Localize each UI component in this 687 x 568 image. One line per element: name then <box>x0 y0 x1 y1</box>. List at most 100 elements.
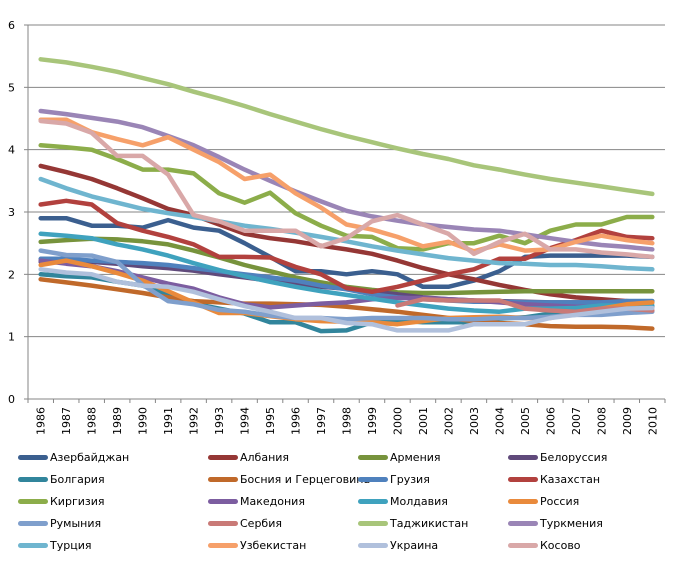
legend-swatch <box>18 520 48 526</box>
legend-swatch <box>18 454 48 460</box>
y-tick-label: 4 <box>8 144 15 157</box>
series-line-0 <box>38 215 655 290</box>
x-tick-label: 1990 <box>137 407 150 435</box>
y-tick-label: 3 <box>8 206 15 219</box>
legend-item: Туркмения <box>508 513 603 533</box>
y-tick-label: 2 <box>8 268 15 281</box>
x-tick-label: 1999 <box>366 407 379 435</box>
legend-swatch <box>208 476 238 482</box>
legend-item: Казахстан <box>508 469 600 489</box>
x-tick-label: 1986 <box>35 407 48 435</box>
x-tick-label: 1996 <box>290 407 303 435</box>
legend-swatch <box>508 476 538 482</box>
series-line-18 <box>38 267 655 333</box>
x-tick-label: 2002 <box>442 407 455 435</box>
legend-item: Болгария <box>18 469 105 489</box>
series-line-15 <box>38 108 655 252</box>
legend-label: Косово <box>540 538 581 552</box>
legend-item: Грузия <box>358 469 430 489</box>
legend-item: Босния и Герцеговина <box>208 469 370 489</box>
legend-swatch <box>358 476 388 482</box>
legend-item: Сербия <box>208 513 282 533</box>
legend-label: Румыния <box>50 516 102 530</box>
legend-swatch <box>508 520 538 526</box>
x-tick-label: 2010 <box>646 407 659 435</box>
legend-label: Казахстан <box>540 472 601 486</box>
x-tick-label: 2008 <box>595 407 608 435</box>
legend-label: Болгария <box>50 472 105 486</box>
x-tick-label: 2006 <box>544 407 557 435</box>
legend-label: Албания <box>240 450 290 464</box>
y-axis: 0 1 2 3 4 5 6 <box>8 19 29 406</box>
legend-label: Сербия <box>240 516 282 530</box>
legend-label: Турция <box>50 538 92 552</box>
legend-item: Россия <box>508 491 579 511</box>
legend-item: Турция <box>18 535 91 555</box>
series-line-8 <box>38 143 655 252</box>
line-chart: 0 1 2 3 4 5 6 1986 1987 1988 1989 1990 1991 1992 1993… <box>8 19 666 435</box>
legend-swatch <box>358 454 388 460</box>
legend-label: Узбекистан <box>240 538 307 552</box>
legend-swatch <box>508 542 538 548</box>
legend-item: Азербайджан <box>18 447 129 467</box>
x-tick-label: 2005 <box>519 407 532 435</box>
y-tick-label: 1 <box>8 331 15 344</box>
legend-item: Молдавия <box>358 491 448 511</box>
legend-item: Таджикистан <box>358 513 468 533</box>
x-tick-label: 1997 <box>315 407 328 435</box>
y-tick-label: 6 <box>8 19 15 32</box>
x-tick-label: 2009 <box>621 407 634 435</box>
x-tick-label: 2003 <box>468 407 481 435</box>
series-line-5 <box>38 277 655 331</box>
legend-item: Украина <box>358 535 438 555</box>
y-tick-label: 5 <box>8 81 15 94</box>
x-tick-label: 2004 <box>493 407 506 435</box>
legend-swatch <box>18 542 48 548</box>
legend-label: Азербайджан <box>50 450 130 464</box>
x-tick-label: 2007 <box>570 407 583 435</box>
legend-swatch <box>18 498 48 504</box>
legend-label: Таджикистан <box>390 516 469 530</box>
y-tick-label: 0 <box>8 393 15 406</box>
legend-label: Туркмения <box>540 516 603 530</box>
legend-label: Украина <box>390 538 439 552</box>
series-line-19 <box>38 118 655 260</box>
legend-swatch <box>358 520 388 526</box>
x-tick-label: 1994 <box>239 407 252 435</box>
series-line-9 <box>38 258 655 310</box>
x-tick-label: 2001 <box>417 407 430 435</box>
legend-item: Киргизия <box>18 491 104 511</box>
legend-label: Молдавия <box>390 494 448 508</box>
series-line-17 <box>38 117 655 254</box>
x-tick-label: 1992 <box>188 407 201 435</box>
legend-swatch <box>358 498 388 504</box>
legend-label: Македония <box>240 494 305 508</box>
legend-swatch <box>358 542 388 548</box>
legend-label: Грузия <box>390 472 430 486</box>
legend-item: Узбекистан <box>208 535 306 555</box>
legend-swatch <box>508 498 538 504</box>
legend-swatch <box>508 454 538 460</box>
x-tick-label: 1991 <box>162 407 175 435</box>
legend-swatch <box>208 520 238 526</box>
x-axis: 1986 1987 1988 1989 1990 1991 1992 1993 1994 1995… <box>27 398 666 435</box>
legend-item: Белоруссия <box>508 447 607 467</box>
legend-item: Македония <box>208 491 305 511</box>
legend-label: Киргизия <box>50 494 105 508</box>
legend-item: Румыния <box>18 513 101 533</box>
x-tick-label: 1987 <box>60 407 73 435</box>
legend-item: Косово <box>508 535 581 555</box>
x-tick-label: 1995 <box>264 407 277 435</box>
series-lines <box>38 57 655 334</box>
series-line-14 <box>38 57 655 197</box>
legend-swatch <box>208 454 238 460</box>
legend-label: Армения <box>390 450 441 464</box>
x-tick-label: 1989 <box>111 407 124 435</box>
x-tick-label: 1998 <box>341 407 354 435</box>
x-tick-label: 2000 <box>391 407 404 435</box>
x-tick-label: 1988 <box>86 407 99 435</box>
legend-label: Россия <box>540 494 580 508</box>
legend-swatch <box>208 498 238 504</box>
legend-label: Босния и Герцеговина <box>240 472 371 486</box>
series-line-1 <box>38 163 655 305</box>
